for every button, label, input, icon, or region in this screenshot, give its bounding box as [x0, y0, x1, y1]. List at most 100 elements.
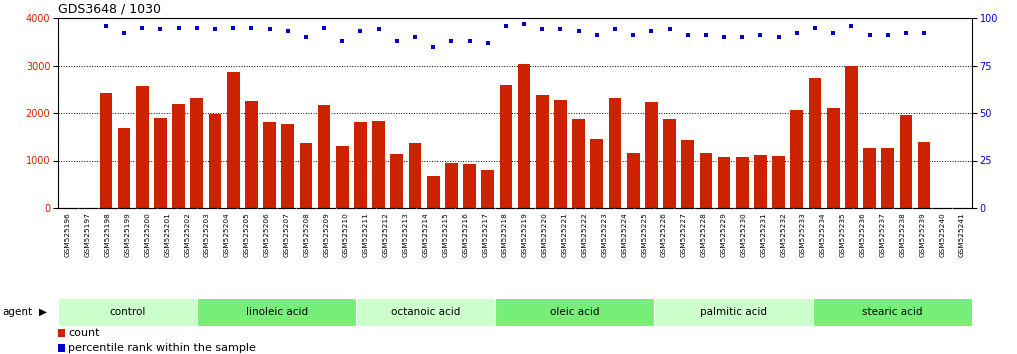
Text: GSM525218: GSM525218 [502, 212, 508, 257]
Point [206, 27, 223, 32]
Bar [845, 65, 857, 208]
Text: GSM525204: GSM525204 [224, 212, 230, 257]
Bar [463, 164, 476, 208]
Text: GSM525221: GSM525221 [561, 212, 567, 257]
Point [335, 38, 351, 44]
Point [280, 28, 296, 34]
Point [171, 25, 187, 30]
Point [116, 30, 132, 36]
Text: GSM525215: GSM525215 [442, 212, 448, 257]
Text: GSM525196: GSM525196 [65, 212, 71, 257]
Text: GSM525237: GSM525237 [880, 212, 886, 257]
Bar [499, 85, 513, 208]
Point [880, 32, 896, 38]
Bar [863, 148, 876, 208]
Text: GSM525210: GSM525210 [343, 212, 349, 257]
Point [352, 28, 368, 34]
Point [916, 30, 933, 36]
Bar [190, 98, 203, 208]
Bar [626, 153, 640, 208]
Bar [495, 298, 654, 326]
Bar [58, 298, 197, 326]
Point [480, 40, 496, 46]
Text: GSM525200: GSM525200 [144, 212, 151, 257]
Bar [427, 176, 439, 208]
Bar [354, 122, 367, 208]
Text: GSM525232: GSM525232 [780, 212, 786, 257]
Text: GSM525234: GSM525234 [820, 212, 826, 257]
Bar [700, 153, 712, 208]
Point [643, 28, 659, 34]
Point [225, 25, 241, 30]
Bar [813, 298, 972, 326]
Text: GSM525199: GSM525199 [124, 212, 130, 257]
Point [53, 346, 69, 351]
Point [716, 34, 732, 40]
Text: count: count [68, 328, 100, 338]
Bar [118, 128, 130, 208]
Bar [391, 154, 403, 208]
Point [497, 23, 514, 28]
Text: agent: agent [2, 307, 33, 317]
Point [98, 23, 114, 28]
Point [788, 30, 804, 36]
Bar [263, 121, 276, 208]
Point [843, 23, 859, 28]
Point [552, 27, 569, 32]
Bar [917, 142, 931, 208]
Point [898, 30, 914, 36]
Bar [827, 108, 840, 208]
Bar [245, 101, 257, 208]
Bar [208, 114, 222, 208]
Text: GSM525216: GSM525216 [463, 212, 468, 257]
Text: GSM525230: GSM525230 [740, 212, 746, 257]
Bar [518, 64, 531, 208]
Bar [772, 156, 785, 208]
Bar [409, 143, 421, 208]
Bar [136, 86, 148, 208]
Text: GSM525220: GSM525220 [542, 212, 548, 257]
Bar [155, 118, 167, 208]
Point [589, 32, 605, 38]
Text: palmitic acid: palmitic acid [700, 307, 767, 317]
Text: GSM525208: GSM525208 [303, 212, 309, 257]
Text: GSM525235: GSM525235 [840, 212, 846, 257]
Bar [317, 105, 331, 208]
Bar [573, 119, 585, 208]
Bar [536, 95, 548, 208]
Point [571, 28, 587, 34]
Bar [356, 298, 495, 326]
Bar [481, 170, 494, 208]
Text: GSM525198: GSM525198 [105, 212, 111, 257]
Bar [100, 93, 112, 208]
Point [698, 32, 714, 38]
Text: GSM525224: GSM525224 [621, 212, 627, 257]
Text: GSM525209: GSM525209 [323, 212, 330, 257]
Bar [681, 139, 694, 208]
Text: GSM525231: GSM525231 [761, 212, 767, 257]
Text: GSM525228: GSM525228 [701, 212, 707, 257]
Text: GSM525205: GSM525205 [244, 212, 250, 257]
Text: GSM525223: GSM525223 [601, 212, 607, 257]
Text: GSM525239: GSM525239 [919, 212, 925, 257]
Text: linoleic acid: linoleic acid [245, 307, 307, 317]
Text: percentile rank within the sample: percentile rank within the sample [68, 343, 256, 353]
Text: GSM525211: GSM525211 [363, 212, 369, 257]
Point [189, 25, 205, 30]
Point [316, 25, 333, 30]
Text: ▶: ▶ [39, 307, 47, 317]
Bar [591, 139, 603, 208]
Bar [718, 157, 730, 208]
Text: GSM525236: GSM525236 [859, 212, 865, 257]
Text: stearic acid: stearic acid [862, 307, 922, 317]
Text: GSM525201: GSM525201 [165, 212, 170, 257]
Text: GSM525226: GSM525226 [661, 212, 667, 257]
Bar [790, 110, 803, 208]
Bar [608, 98, 621, 208]
Text: GSM525229: GSM525229 [721, 212, 726, 257]
Text: GSM525233: GSM525233 [800, 212, 806, 257]
Bar [336, 146, 349, 208]
Bar [554, 100, 566, 208]
Bar [445, 163, 458, 208]
Text: GSM525240: GSM525240 [939, 212, 945, 257]
